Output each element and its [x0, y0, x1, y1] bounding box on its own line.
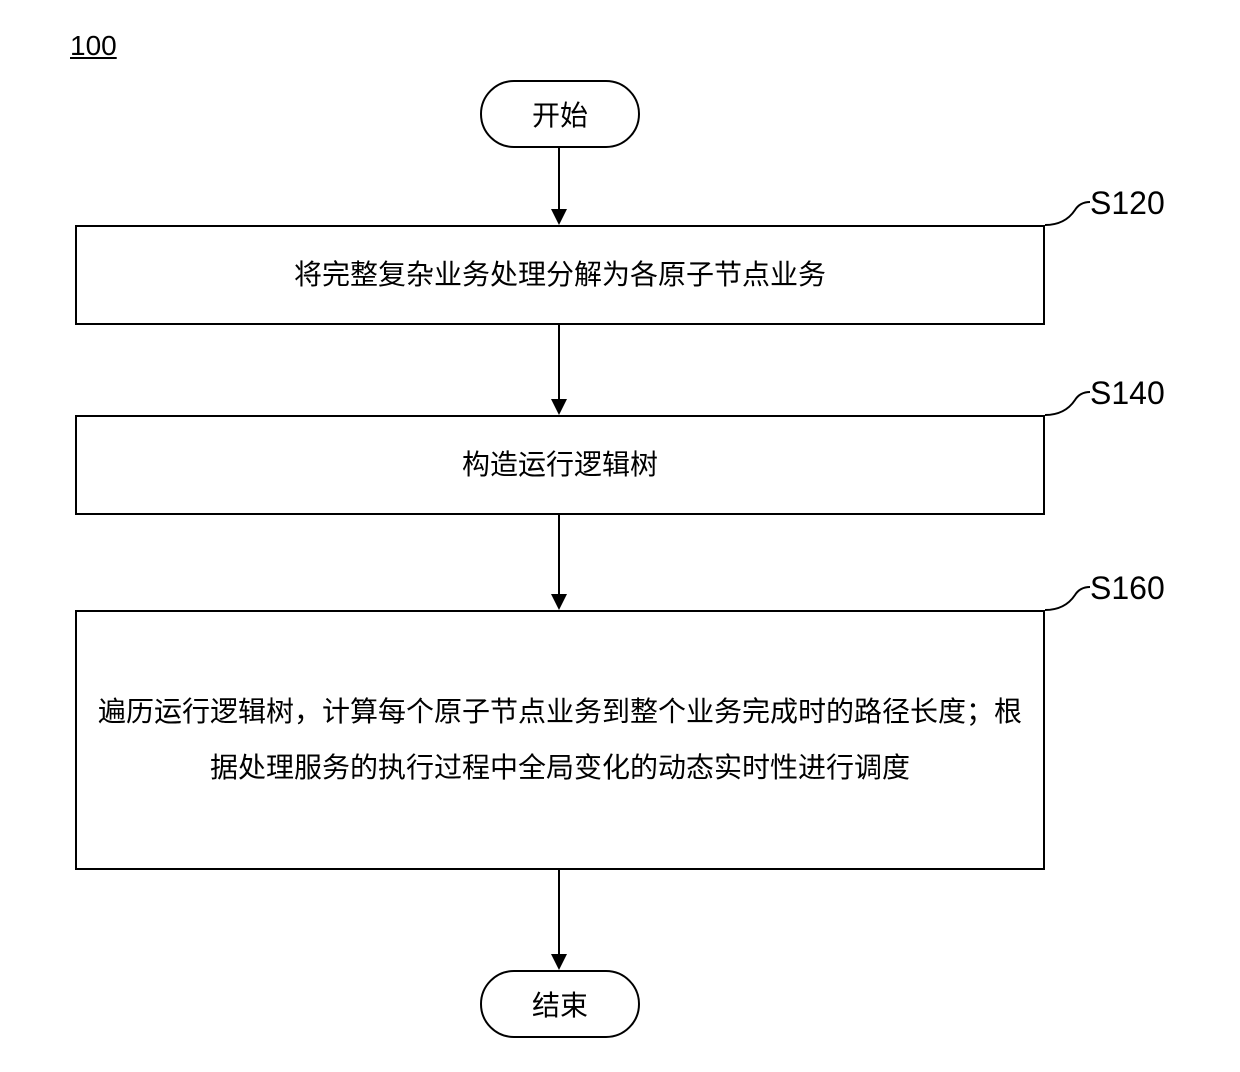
step-s160-label: S160 [1090, 570, 1165, 607]
arrow-4-line [558, 870, 560, 954]
end-label: 结束 [532, 984, 588, 1024]
step-s140-text: 构造运行逻辑树 [462, 437, 658, 493]
arrow-4-head [551, 954, 567, 970]
arrow-3-head [551, 594, 567, 610]
step-s140-label: S140 [1090, 375, 1165, 412]
arrow-1-head [551, 209, 567, 225]
arrow-2-line [558, 325, 560, 399]
end-node: 结束 [480, 970, 640, 1038]
step-s120-box: 将完整复杂业务处理分解为各原子节点业务 [75, 225, 1045, 325]
start-label: 开始 [532, 94, 588, 134]
arrow-2-head [551, 399, 567, 415]
step-s160-box: 遍历运行逻辑树，计算每个原子节点业务到整个业务完成时的路径长度；根据处理服务的执… [75, 610, 1045, 870]
arrow-1-line [558, 148, 560, 209]
step-s160-text: 遍历运行逻辑树，计算每个原子节点业务到整个业务完成时的路径长度；根据处理服务的执… [97, 684, 1023, 796]
step-s120-label: S120 [1090, 185, 1165, 222]
step-s140-box: 构造运行逻辑树 [75, 415, 1045, 515]
start-node: 开始 [480, 80, 640, 148]
step-s120-text: 将完整复杂业务处理分解为各原子节点业务 [294, 247, 826, 303]
figure-number: 100 [70, 30, 117, 62]
arrow-3-line [558, 515, 560, 594]
